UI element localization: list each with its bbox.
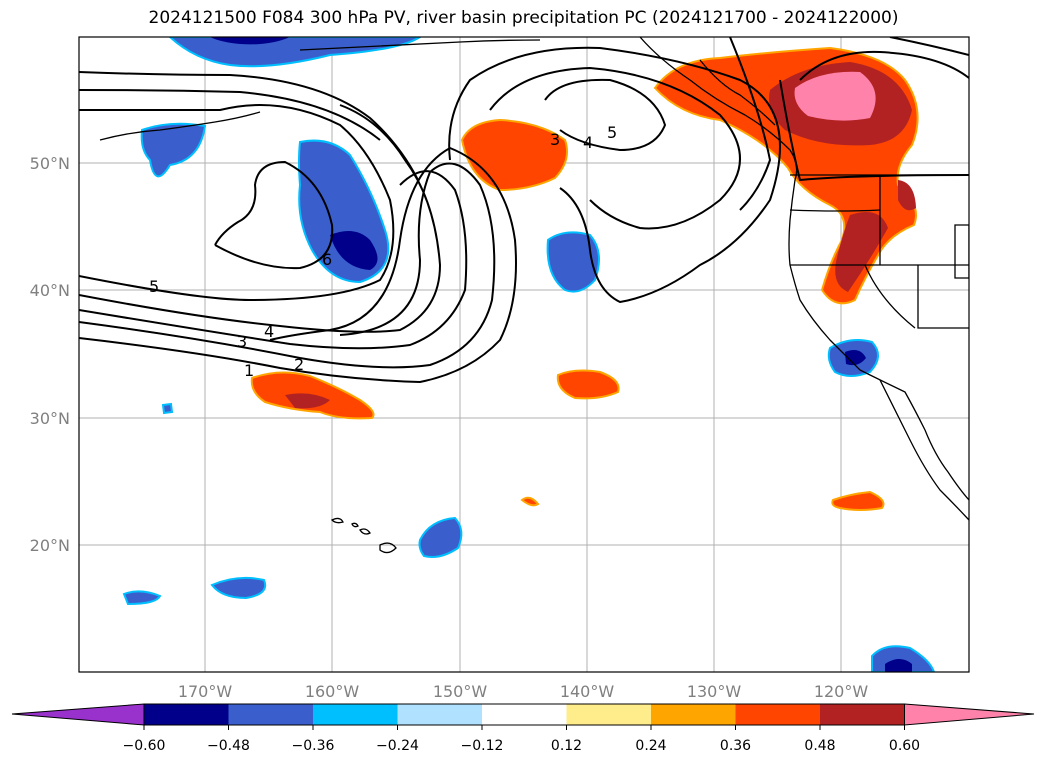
colorbar-extend-left <box>11 703 145 726</box>
border-ca-nv-diag <box>864 264 916 329</box>
border-ne-box <box>954 224 969 279</box>
precip-region-baja-west <box>831 490 885 511</box>
colorbar-tick-label: 0.60 <box>889 738 920 754</box>
colorbar: −0.60 −0.48 −0.36 −0.24 −0.12 0.12 0.24 … <box>11 703 1035 754</box>
lat-tick-label: 40°N <box>30 281 70 300</box>
pv-contour-labels: 1 2 3 4 5 3 4 5 6 <box>149 123 617 380</box>
precip-region-tiny <box>520 496 540 507</box>
colorbar-tick-label: 0.48 <box>804 738 835 754</box>
colorbar-tick-label: −0.12 <box>461 738 504 754</box>
coast-hawaii-2 <box>359 528 371 535</box>
contour-label-1: 1 <box>244 361 254 380</box>
precip-region-top-blue <box>168 37 422 68</box>
colorbar-ticks <box>143 725 905 730</box>
pv-contour-3 <box>79 170 468 350</box>
border-nv-az <box>917 265 969 329</box>
colorbar-tick-label: 0.36 <box>720 738 751 754</box>
lon-tick-label: 120°W <box>814 682 869 701</box>
lon-tick-labels: 170°W 160°W 150°W 140°W 130°W 120°W <box>178 682 869 701</box>
pv-contour-5 <box>79 104 395 302</box>
colorbar-tick-label: −0.60 <box>123 738 166 754</box>
colorbar-segment <box>735 704 820 725</box>
pv-contour-6 <box>214 160 334 270</box>
precip-region-sw-small-2 <box>210 576 267 600</box>
precip-core-or-darkred <box>835 211 888 292</box>
map-frame <box>78 36 970 673</box>
pv-contour-4 <box>79 104 442 333</box>
pv-contours <box>79 37 969 384</box>
coast-alaska-islands <box>299 39 541 51</box>
border-wa-or <box>789 209 881 212</box>
precip-region-gulf-blob <box>546 231 600 293</box>
pv-contour-gulf-4 <box>489 66 741 230</box>
pv-contour-outer-top-2 <box>79 89 381 141</box>
contour-label-3b: 3 <box>550 130 560 149</box>
lat-tick-label: 30°N <box>30 409 70 428</box>
precip-positive-regions <box>250 46 919 511</box>
lon-tick-label: 160°W <box>305 682 360 701</box>
contour-label-4b: 4 <box>583 133 593 152</box>
precip-core-subtropical-darkred <box>285 393 330 409</box>
pv-contour-east-4 <box>889 37 969 56</box>
contour-label-6: 6 <box>322 250 332 269</box>
colorbar-segment <box>566 704 651 725</box>
colorbar-segment <box>313 704 398 725</box>
lon-tick-label: 140°W <box>560 682 615 701</box>
lat-tick-label: 20°N <box>30 536 70 555</box>
precip-core-socal-navy <box>845 350 866 366</box>
colorbar-extend-right <box>904 703 1035 726</box>
pv-contour-east-2 <box>799 50 969 81</box>
precip-core-pnw-pink <box>794 71 876 121</box>
pv-contour-2 <box>79 162 496 369</box>
colorbar-segment <box>820 704 905 725</box>
coast-north-america <box>639 37 969 501</box>
contour-label-4a: 4 <box>264 322 274 341</box>
precip-core-bottom-right-navy <box>885 659 912 672</box>
colorbar-tick-label: 0.12 <box>551 738 582 754</box>
lon-tick-label: 130°W <box>687 682 742 701</box>
page-title: 2024121500 F084 300 hPa PV, river basin … <box>148 8 899 28</box>
coast-aleutian-west <box>99 111 261 141</box>
precip-core-top-navy <box>210 37 290 45</box>
colorbar-frame <box>143 703 905 726</box>
colorbar-segment <box>397 704 482 725</box>
colorbar-segment <box>144 704 229 725</box>
colorbar-tick-label: −0.36 <box>292 738 335 754</box>
colorbar-tick-label: −0.48 <box>207 738 250 754</box>
precip-negative-regions <box>122 37 936 672</box>
pv-contour-east-1 <box>729 37 772 211</box>
precip-region-sw-small-1 <box>122 590 162 606</box>
contour-label-2: 2 <box>294 355 304 374</box>
colorbar-segment <box>651 704 736 725</box>
lon-tick-label: 150°W <box>433 682 488 701</box>
contour-label-3a: 3 <box>237 332 247 351</box>
coast-hawaii-3 <box>330 517 344 524</box>
coast-bc-islands <box>699 59 776 126</box>
precip-region-mid-pacific <box>556 369 620 400</box>
contour-label-5a: 5 <box>149 277 159 296</box>
colorbar-tick-label: 0.24 <box>635 738 666 754</box>
pv-contour-1 <box>79 146 517 384</box>
contour-label-5b: 5 <box>607 123 617 142</box>
colorbar-segment <box>228 704 313 725</box>
lat-tick-labels: 50°N 40°N 30°N 20°N <box>30 154 70 555</box>
pv-contour-gulf-5 <box>544 78 667 152</box>
precip-core-central-navy <box>330 231 378 270</box>
precip-core-or-darkred-2 <box>898 180 916 211</box>
precip-region-gulf-alaska-south <box>460 118 568 192</box>
coast-baja <box>879 379 969 521</box>
coast-hawaii-1 <box>379 542 397 554</box>
lat-tick-label: 50°N <box>30 154 70 173</box>
coastlines <box>99 37 969 554</box>
precip-region-small-dot <box>161 402 174 415</box>
coast-hawaii-4 <box>351 522 359 528</box>
pv-contour-gulf-3 <box>448 46 781 304</box>
pv-contour-outer-top <box>79 71 419 181</box>
colorbar-tick-label: −0.24 <box>376 738 419 754</box>
precip-region-aleutian-west <box>140 122 207 178</box>
colorbar-segment <box>482 704 567 725</box>
lon-tick-label: 170°W <box>178 682 233 701</box>
precip-region-hawaii-east <box>418 516 463 558</box>
